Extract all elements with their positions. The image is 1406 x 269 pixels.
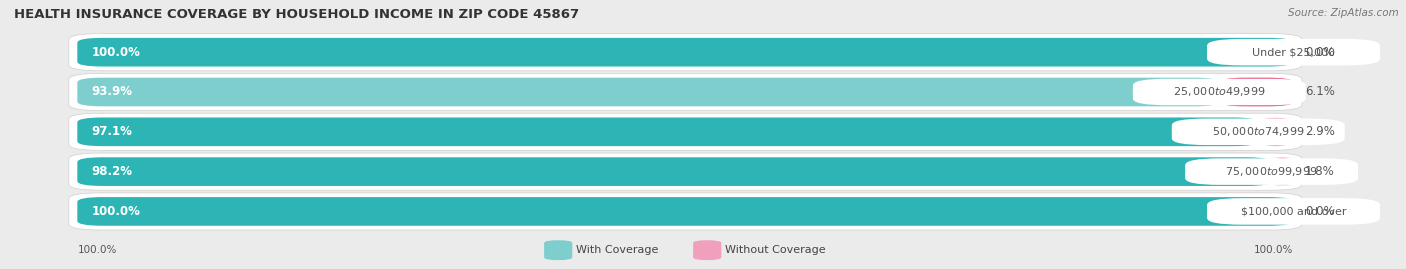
FancyBboxPatch shape [77,118,1258,146]
Text: 0.0%: 0.0% [1305,46,1334,59]
Text: 6.1%: 6.1% [1305,86,1334,98]
Text: HEALTH INSURANCE COVERAGE BY HOUSEHOLD INCOME IN ZIP CODE 45867: HEALTH INSURANCE COVERAGE BY HOUSEHOLD I… [14,8,579,21]
FancyBboxPatch shape [69,153,1302,190]
FancyBboxPatch shape [77,157,1271,186]
FancyBboxPatch shape [77,78,1219,106]
Text: 1.8%: 1.8% [1305,165,1334,178]
Text: 100.0%: 100.0% [91,205,141,218]
Text: Under $25,000: Under $25,000 [1251,47,1336,57]
FancyBboxPatch shape [1133,79,1306,105]
Text: 0.0%: 0.0% [1305,205,1334,218]
Text: 93.9%: 93.9% [91,86,132,98]
FancyBboxPatch shape [77,38,1294,66]
FancyBboxPatch shape [1208,39,1381,65]
Text: 100.0%: 100.0% [1254,245,1294,255]
FancyBboxPatch shape [1171,119,1344,145]
FancyBboxPatch shape [1219,78,1294,106]
Text: Source: ZipAtlas.com: Source: ZipAtlas.com [1288,8,1399,18]
Text: 97.1%: 97.1% [91,125,132,138]
Text: $50,000 to $74,999: $50,000 to $74,999 [1212,125,1305,138]
Text: 100.0%: 100.0% [77,245,117,255]
FancyBboxPatch shape [693,240,721,260]
FancyBboxPatch shape [544,240,572,260]
FancyBboxPatch shape [69,193,1302,230]
Text: $75,000 to $99,999: $75,000 to $99,999 [1226,165,1317,178]
Text: $25,000 to $49,999: $25,000 to $49,999 [1173,86,1265,98]
FancyBboxPatch shape [69,113,1302,150]
FancyBboxPatch shape [1208,198,1381,225]
Text: 98.2%: 98.2% [91,165,132,178]
Text: 2.9%: 2.9% [1305,125,1334,138]
FancyBboxPatch shape [1268,157,1296,186]
Text: $100,000 and over: $100,000 and over [1240,206,1347,217]
Text: With Coverage: With Coverage [576,245,659,255]
FancyBboxPatch shape [69,34,1302,71]
FancyBboxPatch shape [1185,158,1358,185]
FancyBboxPatch shape [77,197,1294,226]
Text: Without Coverage: Without Coverage [725,245,827,255]
Text: 100.0%: 100.0% [91,46,141,59]
FancyBboxPatch shape [1258,118,1294,146]
FancyBboxPatch shape [69,73,1302,111]
